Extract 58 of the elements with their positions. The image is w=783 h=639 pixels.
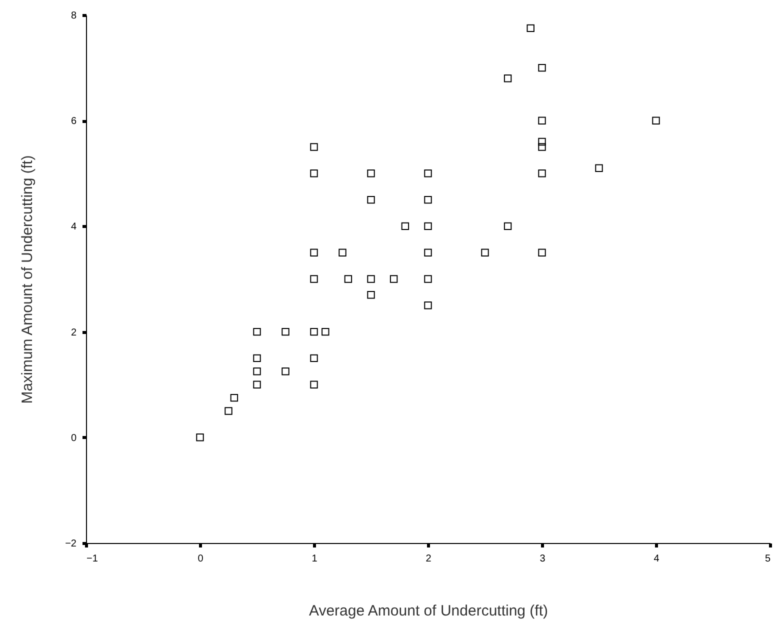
y-tick-label: 4 [70, 222, 77, 233]
point [253, 354, 261, 362]
x-tick-label: 2 [426, 554, 432, 564]
point [253, 368, 261, 376]
point [253, 328, 261, 336]
point [424, 248, 432, 256]
point [230, 394, 238, 402]
point [367, 290, 375, 299]
point [310, 143, 318, 151]
point [538, 138, 546, 146]
point [538, 64, 546, 72]
point [310, 170, 318, 178]
x-tick-label: 5 [764, 554, 771, 564]
point [310, 328, 318, 336]
point [390, 275, 398, 283]
y-tick-label: −2 [65, 538, 77, 550]
x-tick-label: 3 [540, 554, 546, 564]
point [282, 368, 290, 376]
x-axis-title: Average Amount of Undercutting (ft) [308, 602, 548, 620]
y-axis-title: Maximum Amount of Undercutting (ft) [19, 155, 36, 404]
point [424, 222, 432, 230]
x-tick-label: −1 [86, 554, 98, 564]
point [538, 116, 546, 124]
point [526, 24, 534, 32]
x-tick-label: 4 [654, 554, 660, 564]
point [310, 354, 318, 362]
point [282, 328, 290, 336]
x-tick-label: 0 [198, 554, 204, 564]
point [538, 170, 546, 178]
point [310, 248, 318, 256]
point [538, 143, 546, 151]
y-tick-label: 2 [70, 327, 77, 338]
point [504, 74, 512, 82]
point [424, 275, 432, 283]
y-tick-label: 0 [70, 432, 77, 444]
point [224, 407, 232, 415]
point [344, 275, 352, 283]
point [595, 164, 603, 172]
y-tick-label: 6 [70, 116, 77, 128]
point [196, 434, 204, 442]
point [322, 328, 330, 336]
point [652, 116, 660, 124]
point [401, 222, 410, 230]
point [538, 248, 546, 256]
point [367, 170, 375, 178]
point [310, 275, 318, 283]
point [504, 222, 512, 230]
point [424, 196, 432, 204]
point [424, 170, 432, 178]
point [424, 302, 432, 310]
point [338, 248, 346, 256]
x-tick-label: 1 [312, 554, 318, 564]
y-tick-label: 8 [70, 10, 77, 22]
point [481, 248, 489, 256]
point [367, 275, 375, 283]
point [253, 380, 261, 388]
point [310, 380, 318, 388]
point [367, 196, 375, 204]
